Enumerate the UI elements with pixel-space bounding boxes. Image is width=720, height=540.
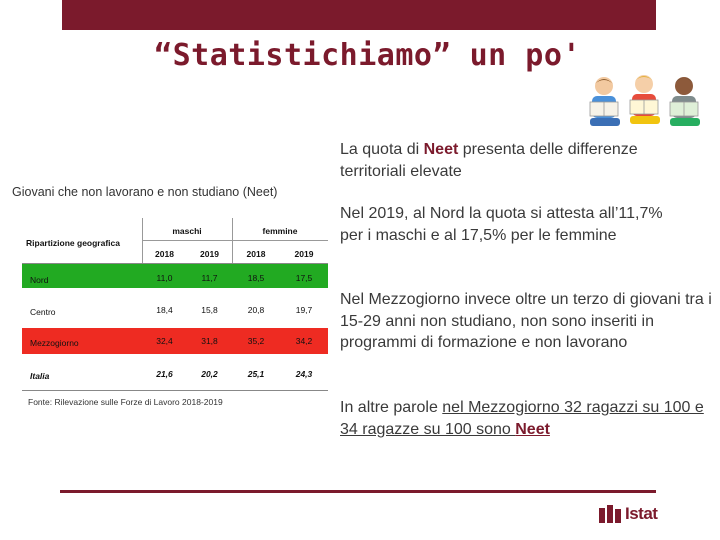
- year-header: 2019: [200, 249, 219, 259]
- neet-highlight-conclusion: Neet: [515, 420, 550, 438]
- row-label: Italia: [30, 371, 50, 381]
- table-cell: 20,8: [247, 305, 265, 315]
- south-paragraph: Nel Mezzogiorno invece oltre un terzo di…: [340, 291, 712, 351]
- conclusion-underlined: nel Mezzogiorno 32 ragazzi su 100 e 34 r…: [340, 399, 704, 438]
- istat-logo-text: Istat: [625, 504, 658, 523]
- table-cell: 11,0: [156, 273, 173, 283]
- table-bottom: [22, 390, 328, 391]
- istat-logo: Istat: [598, 503, 658, 525]
- table-source: Fonte: Rilevazione sulle Forze di Lavoro…: [28, 397, 223, 407]
- table-title: Giovani che non lavorano e non studiano …: [12, 185, 278, 199]
- table-cell: 19,7: [295, 305, 313, 315]
- bottom-rule: [60, 490, 656, 493]
- conclusion-paragraph: In altre parole nel Mezzogiorno 32 ragaz…: [340, 397, 706, 440]
- table-cell: 34,2: [295, 336, 313, 346]
- group-header-femmine: femmine: [262, 226, 298, 236]
- row-label: Mezzogiorno: [30, 338, 79, 348]
- row-label: Centro: [30, 307, 56, 317]
- year-header: 2018: [246, 249, 266, 259]
- table-cell: 35,2: [247, 336, 265, 346]
- table-cell: 20,2: [201, 369, 218, 379]
- year-header: 2018: [155, 249, 174, 259]
- row-label: Nord: [30, 275, 49, 285]
- header-line-left: [142, 218, 143, 264]
- intro-before: La quota di: [340, 141, 424, 158]
- table-cell: 31,8: [201, 336, 218, 346]
- istat-logo-icon: [599, 505, 621, 523]
- row-band-nord: [22, 264, 328, 288]
- table-cell: 24,3: [295, 369, 313, 379]
- header-bottom: [22, 263, 328, 264]
- intro-text: La quota di Neet presenta delle differen…: [340, 139, 700, 182]
- top-banner: [62, 0, 656, 30]
- table-cell: 17,5: [295, 273, 313, 283]
- table-cell: 18,4: [156, 305, 173, 315]
- intro-after: presenta delle differenze territoriali e…: [340, 141, 638, 180]
- row-band-mezzogiorno: [22, 328, 328, 354]
- table-cell: 32,4: [156, 336, 173, 346]
- table-cell: 15,8: [201, 305, 218, 315]
- table-cell: 18,5: [247, 273, 265, 283]
- children-reading-illustration: [589, 75, 700, 126]
- table-cell: 21,6: [156, 369, 173, 379]
- slide-title: “Statistichiamo” un po': [154, 38, 581, 73]
- year-header: 2019: [294, 249, 314, 259]
- neet-table: Ripartizione geografica maschi femmine 2…: [22, 218, 328, 394]
- neet-highlight: Neet: [423, 141, 459, 158]
- table-cell: 11,7: [201, 273, 218, 283]
- header-line-mid: [232, 218, 233, 264]
- group-header-maschi: maschi: [172, 226, 202, 236]
- table-cell: 25,1: [247, 369, 265, 379]
- north-paragraph: Nel 2019, al Nord la quota si attesta al…: [340, 205, 663, 244]
- header-underline: [142, 240, 328, 241]
- conclusion-before: In altre parole: [340, 399, 443, 416]
- corner-header: Ripartizione geografica: [26, 238, 120, 248]
